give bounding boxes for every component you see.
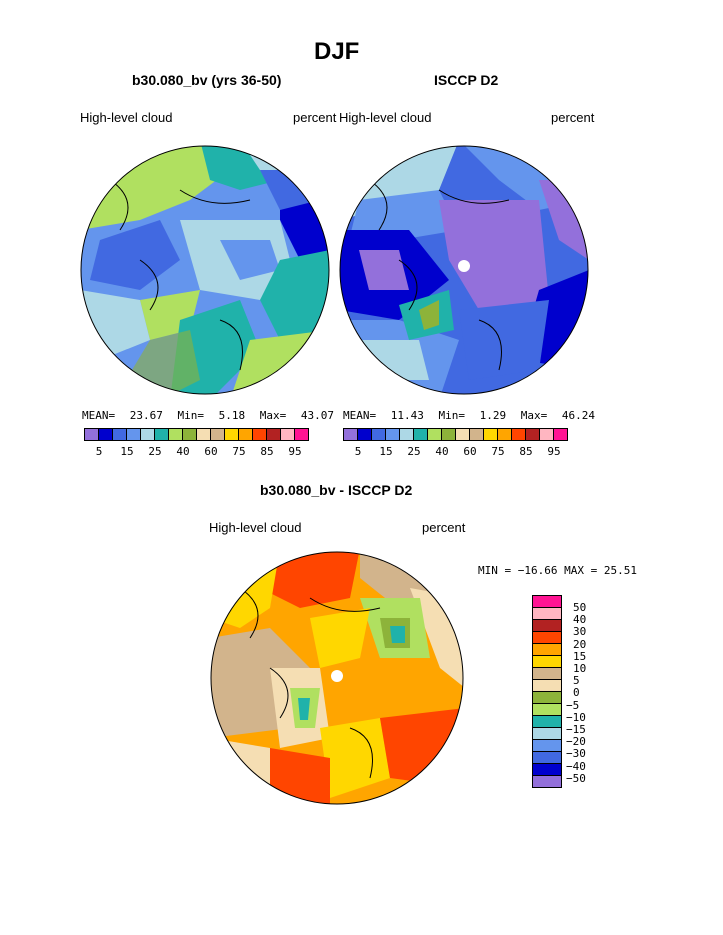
colorbar-swatch	[252, 428, 267, 441]
bottom-panel-subtitle: b30.080_bv - ISCCP D2	[260, 482, 413, 498]
colorbar-tick-label: 25	[407, 445, 421, 458]
colorbar-level-label: −10	[566, 710, 586, 724]
left-variable-label: High-level cloud	[80, 110, 173, 125]
colorbar-level-label: 20	[573, 637, 587, 651]
colorbar-tick-label: 15	[379, 445, 393, 458]
left-stats: MEAN= 23.67 Min= 5.18 Max= 43.07	[82, 409, 334, 422]
right-panel-subtitle: ISCCP D2	[434, 72, 499, 88]
colorbar-level-label: −50	[566, 771, 586, 785]
left-min-value: 5.18	[218, 409, 246, 422]
colorbar-tick-label: 60	[204, 445, 218, 458]
colorbar-level-label: 50	[573, 601, 587, 614]
left-mean-label: MEAN=	[82, 409, 116, 422]
colorbar-swatch	[196, 428, 211, 441]
colorbar-swatch	[112, 428, 127, 441]
colorbar-tick-label: 15	[120, 445, 134, 458]
colorbar-tick-label: 25	[148, 445, 162, 458]
colorbar-swatch	[280, 428, 295, 441]
colorbar-swatch	[413, 428, 428, 441]
bottom-units-label: percent	[422, 520, 466, 535]
colorbar-tick-label: 40	[435, 445, 449, 458]
colorbar-level-label: −30	[566, 747, 586, 761]
colorbar-tick-label: 60	[463, 445, 477, 458]
colorbar-swatch	[238, 428, 253, 441]
colorbar-level-label: 30	[573, 625, 587, 639]
left-mean-value: 23.67	[129, 409, 163, 422]
right-min-label: Min=	[438, 409, 466, 422]
page-title: DJF	[314, 38, 360, 65]
right-min-value: 1.29	[479, 409, 507, 422]
right-polar-map	[339, 145, 589, 395]
right-stats: MEAN= 11.43 Min= 1.29 Max= 46.24	[343, 409, 595, 422]
colorbar-swatch	[532, 775, 562, 788]
colorbar-swatch	[210, 428, 225, 441]
colorbar-level-label: 15	[573, 649, 587, 663]
colorbar-swatch	[357, 428, 372, 441]
colorbar-level-label: −20	[566, 735, 586, 749]
right-max-label: Max=	[520, 409, 548, 422]
right-units-label: percent	[551, 110, 595, 125]
colorbar-swatch	[294, 428, 309, 441]
colorbar-level-label: 40	[573, 613, 587, 627]
left-polar-map	[80, 145, 330, 395]
colorbar-swatch	[168, 428, 183, 441]
colorbar-swatch	[126, 428, 141, 441]
colorbar-swatch	[343, 428, 358, 441]
colorbar-level-label: 10	[573, 662, 587, 675]
colorbar-level-label: 0	[573, 686, 580, 700]
colorbar-tick-label: 5	[354, 445, 362, 458]
colorbar-level-label: 5	[573, 674, 580, 688]
colorbar-tick-label: 95	[547, 445, 561, 458]
right-max-value: 46.24	[561, 409, 595, 422]
colorbar-swatch	[182, 428, 197, 441]
colorbar-swatch	[553, 428, 568, 441]
colorbar-level-label: −5	[566, 698, 580, 712]
colorbar-swatch	[511, 428, 526, 441]
colorbar-swatch	[371, 428, 386, 441]
bottom-variable-label: High-level cloud	[209, 520, 302, 535]
colorbar-tick-label: 75	[491, 445, 505, 458]
colorbar-level-label: −40	[566, 759, 586, 773]
difference-polar-map	[210, 551, 464, 805]
left-panel-subtitle: b30.080_bv (yrs 36-50)	[132, 72, 282, 88]
right-colorbar	[343, 428, 568, 441]
colorbar-swatch	[525, 428, 540, 441]
colorbar-swatch	[427, 428, 442, 441]
pole-marker-icon	[458, 260, 470, 272]
colorbar-swatch	[483, 428, 498, 441]
left-min-label: Min=	[177, 409, 205, 422]
colorbar-swatch	[539, 428, 554, 441]
left-units-label: percent	[293, 110, 337, 125]
difference-colorbar	[532, 595, 562, 788]
colorbar-swatch	[497, 428, 512, 441]
right-mean-label: MEAN=	[343, 409, 377, 422]
colorbar-swatch	[399, 428, 414, 441]
left-max-value: 43.07	[300, 409, 334, 422]
colorbar-swatch	[84, 428, 99, 441]
left-colorbar	[84, 428, 309, 441]
right-variable-label: High-level cloud	[339, 110, 432, 125]
colorbar-swatch	[224, 428, 239, 441]
right-mean-value: 11.43	[390, 409, 424, 422]
colorbar-swatch	[469, 428, 484, 441]
pole-marker-icon	[331, 670, 343, 682]
colorbar-tick-label: 85	[519, 445, 533, 458]
colorbar-swatch	[98, 428, 113, 441]
colorbar-tick-label: 40	[176, 445, 190, 458]
colorbar-swatch	[266, 428, 281, 441]
left-max-label: Max=	[259, 409, 287, 422]
colorbar-level-label: −15	[566, 723, 586, 736]
colorbar-swatch	[154, 428, 169, 441]
colorbar-swatch	[441, 428, 456, 441]
colorbar-tick-label: 5	[95, 445, 103, 458]
colorbar-swatch	[455, 428, 470, 441]
bottom-minmax: MIN = −16.66 MAX = 25.51	[478, 564, 637, 577]
colorbar-tick-label: 95	[288, 445, 302, 458]
colorbar-tick-label: 85	[260, 445, 274, 458]
colorbar-swatch	[385, 428, 400, 441]
colorbar-tick-label: 75	[232, 445, 246, 458]
colorbar-swatch	[140, 428, 155, 441]
